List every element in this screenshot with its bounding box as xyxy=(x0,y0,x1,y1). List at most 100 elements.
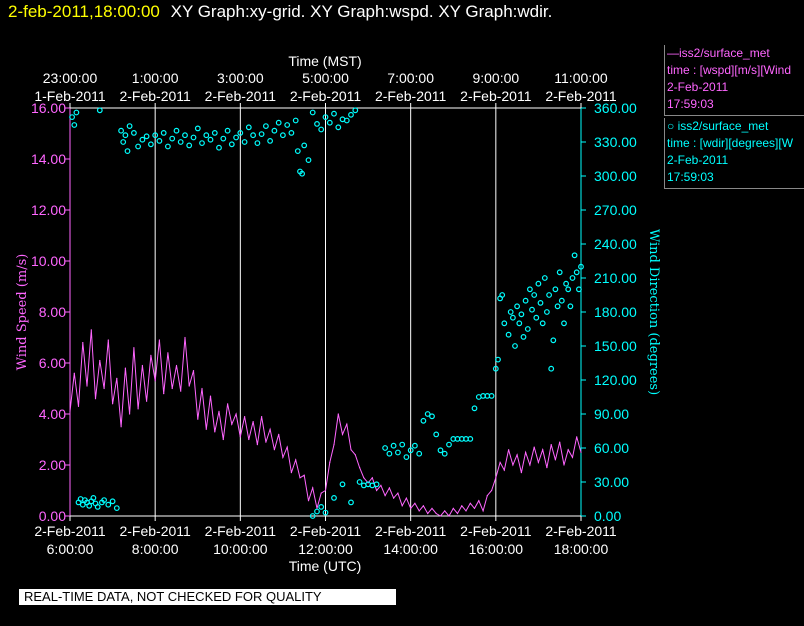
data-point-wdir xyxy=(412,442,418,449)
data-point-wspd xyxy=(116,377,118,379)
title-bar: 2-feb-2011,18:00:00 XY Graph:xy-grid. XY… xyxy=(8,2,552,24)
x-top-tick-time: 9:00:00 xyxy=(472,70,519,86)
y-right-tick-label: 90.00 xyxy=(594,406,629,422)
data-point-wspd xyxy=(244,416,246,418)
data-point-wspd xyxy=(299,477,301,479)
data-point-wspd xyxy=(86,385,88,387)
data-point-wspd xyxy=(380,484,382,486)
data-point-wdir xyxy=(292,117,299,124)
x-bottom-tick-date: 2-Feb-2011 xyxy=(460,523,532,539)
data-point-wdir xyxy=(420,417,427,424)
data-point-wspd xyxy=(167,352,169,354)
data-point-wdir xyxy=(124,148,131,155)
data-point-wspd xyxy=(239,436,241,438)
data-point-wdir xyxy=(228,141,235,148)
data-point-wspd xyxy=(256,444,258,446)
data-point-wdir xyxy=(86,502,93,509)
data-point-wdir xyxy=(224,127,231,134)
data-point-wdir xyxy=(156,137,163,144)
data-point-wspd xyxy=(371,477,373,479)
data-point-wspd xyxy=(286,446,288,448)
y-right-tick-label: 240.00 xyxy=(594,236,637,252)
data-point-wdir xyxy=(520,334,527,340)
legend-time: 17:59:03 xyxy=(667,170,714,184)
y-left-tick-label: 8.00 xyxy=(39,304,66,320)
data-point-wdir xyxy=(535,280,542,287)
legend-item-wdir[interactable]: ○ iss2/surface_met time : [wdir][degrees… xyxy=(664,118,804,189)
data-point-wspd xyxy=(150,354,152,356)
data-point-wspd xyxy=(133,347,135,349)
data-point-wdir xyxy=(348,111,354,118)
data-point-wspd xyxy=(214,431,216,433)
data-point-wdir xyxy=(105,501,112,508)
data-point-wdir xyxy=(471,405,478,412)
data-point-wdir xyxy=(403,454,410,461)
legend-time: 17:59:03 xyxy=(667,97,714,111)
data-point-wspd xyxy=(278,433,280,435)
labels-layer: 0.00 2.00 4.00 6.00 8.00 10.00 12.00 14.00 16.00… xyxy=(31,70,637,557)
data-point-wspd xyxy=(129,413,131,415)
data-point-wspd xyxy=(227,403,229,405)
data-point-wdir xyxy=(305,157,312,164)
x-bottom-tick-date: 2-Feb-2011 xyxy=(375,523,447,539)
y-right-tick-label: 150.00 xyxy=(594,338,637,354)
data-point-wspd xyxy=(90,329,92,331)
data-point-wdir xyxy=(139,136,146,143)
data-point-wspd xyxy=(171,387,173,390)
data-point-wdir xyxy=(79,501,86,508)
data-point-wspd xyxy=(188,385,190,387)
data-point-wspd xyxy=(384,495,386,497)
data-point-wdir xyxy=(356,479,363,485)
data-point-wdir xyxy=(118,127,124,134)
y-left-tick-label: 2.00 xyxy=(39,457,66,473)
y-right-tick-label: 180.00 xyxy=(594,304,637,320)
x-top-tick-date: 2-Feb-2011 xyxy=(290,88,362,104)
data-point-wdir xyxy=(96,107,103,114)
data-point-wspd xyxy=(529,464,531,466)
x-top-tick-time: 1:00:00 xyxy=(132,70,179,86)
data-point-wspd xyxy=(448,515,450,517)
data-point-wspd xyxy=(559,441,561,443)
data-point-wdir xyxy=(556,269,563,276)
data-point-wdir xyxy=(135,143,142,150)
data-point-wdir xyxy=(546,292,552,298)
data-point-wdir xyxy=(113,505,120,512)
data-point-wspd xyxy=(405,497,407,499)
x-bottom-tick-date: 2-Feb-2011 xyxy=(34,523,106,539)
legend-series-name: ○ iss2/surface_met xyxy=(667,119,769,133)
y-left-tick-label: 6.00 xyxy=(39,355,66,371)
series-layer xyxy=(69,107,584,519)
data-point-wspd xyxy=(273,449,275,451)
data-point-wdir xyxy=(326,119,333,126)
y-right-tick-label: 330.00 xyxy=(594,134,637,150)
data-point-wdir xyxy=(258,131,265,138)
data-point-wdir xyxy=(510,314,516,321)
data-point-wdir xyxy=(322,114,329,120)
x-bottom-tick-time: 18:00:00 xyxy=(554,541,609,557)
data-point-wdir xyxy=(73,109,80,116)
data-point-wdir xyxy=(71,122,78,128)
data-point-wdir xyxy=(237,129,244,136)
data-point-wdir xyxy=(122,132,129,139)
data-point-wspd xyxy=(120,426,122,428)
x-bottom-tick-date: 2-Feb-2011 xyxy=(545,523,617,539)
data-point-wdir xyxy=(539,320,546,327)
data-point-wspd xyxy=(456,512,459,515)
y-right-axis-label: Wind Direction (degrees) xyxy=(646,229,661,395)
data-point-wspd xyxy=(137,408,139,410)
data-point-wspd xyxy=(94,398,97,400)
data-point-wspd xyxy=(495,477,497,479)
data-point-wspd xyxy=(431,507,433,509)
data-point-wspd xyxy=(337,413,339,415)
y-right-tick-label: 30.00 xyxy=(594,474,629,490)
data-point-wspd xyxy=(491,489,493,492)
data-point-wspd xyxy=(163,393,165,395)
x-top-tick-date: 2-Feb-2011 xyxy=(205,88,277,104)
data-point-wspd xyxy=(303,474,305,476)
data-point-wspd xyxy=(265,441,267,443)
legend-series-field: time : [wspd][m/s][Wind xyxy=(667,63,792,77)
data-point-wspd xyxy=(546,467,548,469)
data-point-wspd xyxy=(248,438,250,441)
legend-item-wspd[interactable]: —iss2/surface_met time : [wspd][m/s][Win… xyxy=(664,45,804,116)
data-point-wspd xyxy=(295,459,297,461)
